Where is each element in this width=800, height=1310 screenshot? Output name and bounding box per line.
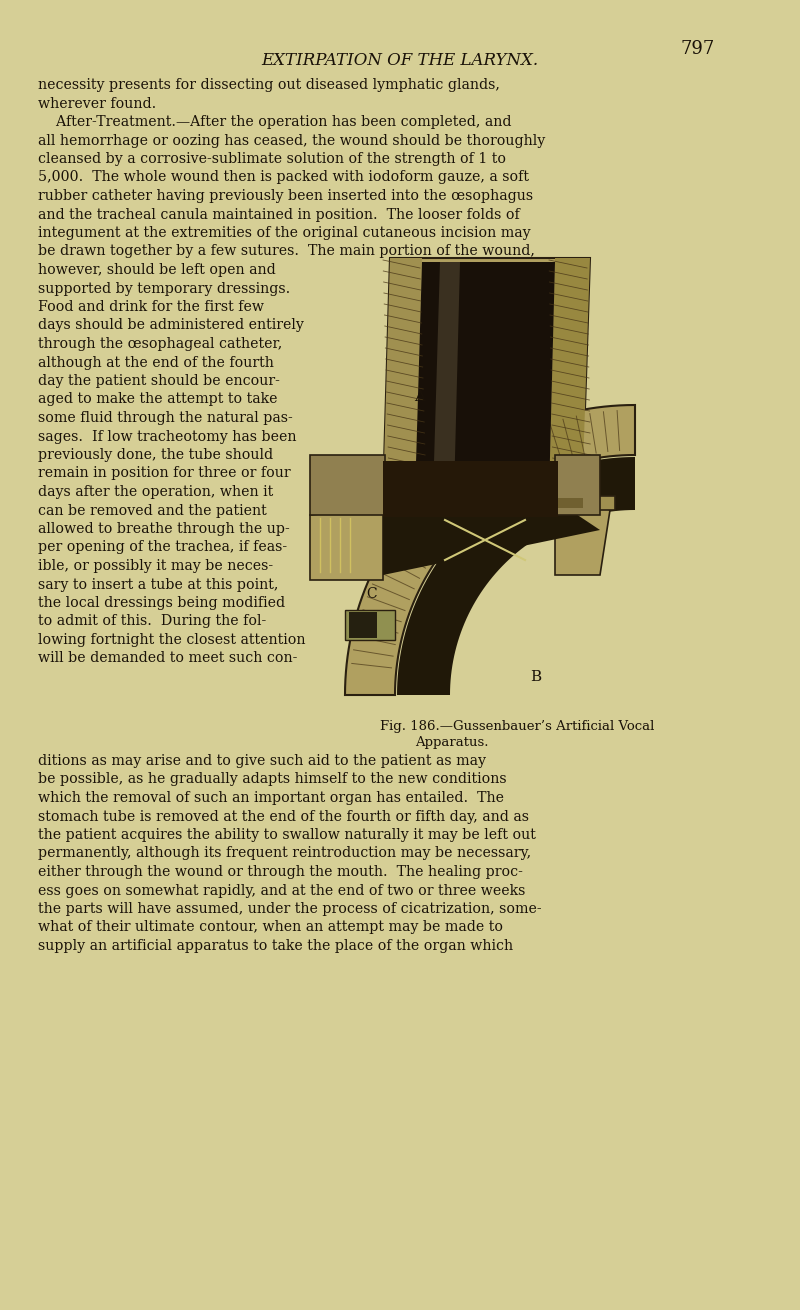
Text: B: B: [530, 669, 541, 684]
Text: After-Treatment.—After the operation has been completed, and: After-Treatment.—After the operation has…: [38, 115, 511, 128]
Polygon shape: [310, 498, 383, 580]
Bar: [349, 612, 377, 638]
Text: allowed to breathe through the up-: allowed to breathe through the up-: [38, 521, 290, 536]
Text: which the removal of such an important organ has entailed.  The: which the removal of such an important o…: [38, 791, 504, 806]
Text: through the œsophageal catheter,: through the œsophageal catheter,: [38, 337, 282, 351]
Bar: [383, 498, 583, 508]
Polygon shape: [345, 405, 635, 696]
Text: all hemorrhage or oozing has ceased, the wound should be thoroughly: all hemorrhage or oozing has ceased, the…: [38, 134, 546, 148]
Text: C: C: [366, 587, 377, 601]
Text: wherever found.: wherever found.: [38, 97, 156, 110]
Text: although at the end of the fourth: although at the end of the fourth: [38, 355, 274, 369]
Text: Food and drink for the first few: Food and drink for the first few: [38, 300, 264, 314]
Text: remain in position for three or four: remain in position for three or four: [38, 466, 290, 481]
Polygon shape: [415, 262, 555, 496]
Text: Fig. 186.—Gussenbauer’s Artificial Vocal: Fig. 186.—Gussenbauer’s Artificial Vocal: [380, 721, 654, 734]
Text: ible, or possibly it may be neces-: ible, or possibly it may be neces-: [38, 559, 273, 572]
Text: Apparatus.: Apparatus.: [415, 736, 489, 749]
Text: the local dressings being modified: the local dressings being modified: [38, 596, 285, 610]
Text: sages.  If low tracheotomy has been: sages. If low tracheotomy has been: [38, 430, 297, 444]
Text: some fluid through the natural pas-: some fluid through the natural pas-: [38, 411, 293, 424]
Text: either through the wound or through the mouth.  The healing proc-: either through the wound or through the …: [38, 865, 523, 879]
Polygon shape: [383, 258, 590, 498]
Polygon shape: [555, 498, 610, 575]
Text: 797: 797: [680, 41, 714, 58]
Text: ess goes on somewhat rapidly, and at the end of two or three weeks: ess goes on somewhat rapidly, and at the…: [38, 883, 526, 897]
Text: can be removed and the patient: can be removed and the patient: [38, 503, 266, 517]
Polygon shape: [397, 457, 635, 696]
Text: days should be administered entirely: days should be administered entirely: [38, 318, 304, 333]
Polygon shape: [433, 262, 460, 496]
Text: however, should be left open and: however, should be left open and: [38, 263, 276, 276]
Text: and the tracheal canula maintained in position.  The looser folds of: and the tracheal canula maintained in po…: [38, 207, 520, 221]
Text: aged to make the attempt to take: aged to make the attempt to take: [38, 393, 278, 406]
Bar: [555, 455, 600, 515]
Text: EXTIRPATION OF THE LARYNX.: EXTIRPATION OF THE LARYNX.: [262, 52, 538, 69]
Text: integument at the extremities of the original cutaneous incision may: integument at the extremities of the ori…: [38, 227, 530, 240]
Text: A: A: [414, 390, 425, 403]
Text: the parts will have assumed, under the process of cicatrization, some-: the parts will have assumed, under the p…: [38, 903, 542, 916]
Text: supported by temporary dressings.: supported by temporary dressings.: [38, 282, 290, 296]
Text: day the patient should be encour-: day the patient should be encour-: [38, 373, 280, 388]
Text: days after the operation, when it: days after the operation, when it: [38, 485, 274, 499]
Text: what of their ultimate contour, when an attempt may be made to: what of their ultimate contour, when an …: [38, 921, 503, 934]
Text: permanently, although its frequent reintroduction may be necessary,: permanently, although its frequent reint…: [38, 846, 531, 861]
Text: will be demanded to meet such con-: will be demanded to meet such con-: [38, 651, 298, 665]
Text: be possible, as he gradually adapts himself to the new conditions: be possible, as he gradually adapts hims…: [38, 773, 506, 786]
Text: sary to insert a tube at this point,: sary to insert a tube at this point,: [38, 578, 278, 592]
Text: ditions as may arise and to give such aid to the patient as may: ditions as may arise and to give such ai…: [38, 755, 486, 768]
Polygon shape: [549, 258, 590, 498]
Bar: [310, 455, 385, 515]
Text: be drawn together by a few sutures.  The main portion of the wound,: be drawn together by a few sutures. The …: [38, 245, 535, 258]
Bar: [345, 610, 395, 641]
Text: cleansed by a corrosive-sublimate solution of the strength of 1 to: cleansed by a corrosive-sublimate soluti…: [38, 152, 506, 166]
Polygon shape: [383, 258, 422, 498]
Bar: [383, 461, 558, 517]
Text: 5,000.  The whole wound then is packed with iodoform gauze, a soft: 5,000. The whole wound then is packed wi…: [38, 170, 529, 185]
Text: the patient acquires the ability to swallow naturally it may be left out: the patient acquires the ability to swal…: [38, 828, 536, 842]
Text: per opening of the trachea, if feas-: per opening of the trachea, if feas-: [38, 541, 287, 554]
Text: rubber catheter having previously been inserted into the œsophagus: rubber catheter having previously been i…: [38, 189, 533, 203]
Text: stomach tube is removed at the end of the fourth or fifth day, and as: stomach tube is removed at the end of th…: [38, 810, 529, 824]
Text: lowing fortnight the closest attention: lowing fortnight the closest attention: [38, 633, 306, 647]
Polygon shape: [383, 496, 600, 575]
Text: necessity presents for dissecting out diseased lymphatic glands,: necessity presents for dissecting out di…: [38, 79, 500, 92]
Text: previously done, the tube should: previously done, the tube should: [38, 448, 273, 462]
Text: to admit of this.  During the fol-: to admit of this. During the fol-: [38, 614, 266, 629]
Text: supply an artificial apparatus to take the place of the organ which: supply an artificial apparatus to take t…: [38, 939, 513, 952]
Bar: [355, 496, 615, 510]
